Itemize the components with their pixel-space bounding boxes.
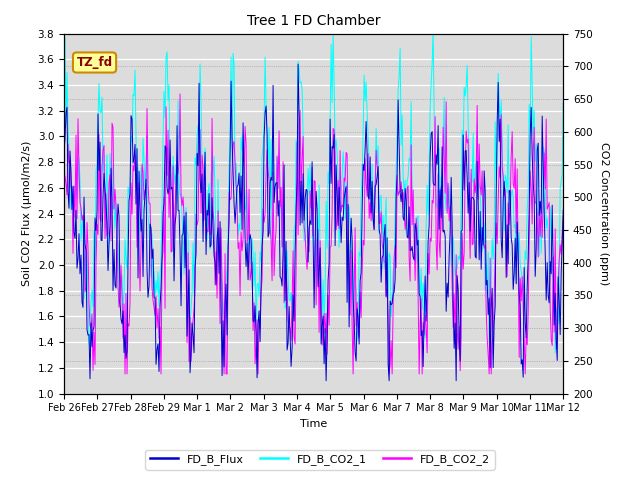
Legend: FD_B_Flux, FD_B_CO2_1, FD_B_CO2_2: FD_B_Flux, FD_B_CO2_1, FD_B_CO2_2 (145, 450, 495, 469)
X-axis label: Time: Time (300, 419, 327, 429)
Y-axis label: Soil CO2 Flux (μmol/m2/s): Soil CO2 Flux (μmol/m2/s) (22, 141, 32, 286)
Y-axis label: CO2 Concentration (ppm): CO2 Concentration (ppm) (599, 142, 609, 285)
Title: Tree 1 FD Chamber: Tree 1 FD Chamber (247, 14, 380, 28)
Text: TZ_fd: TZ_fd (77, 56, 113, 69)
